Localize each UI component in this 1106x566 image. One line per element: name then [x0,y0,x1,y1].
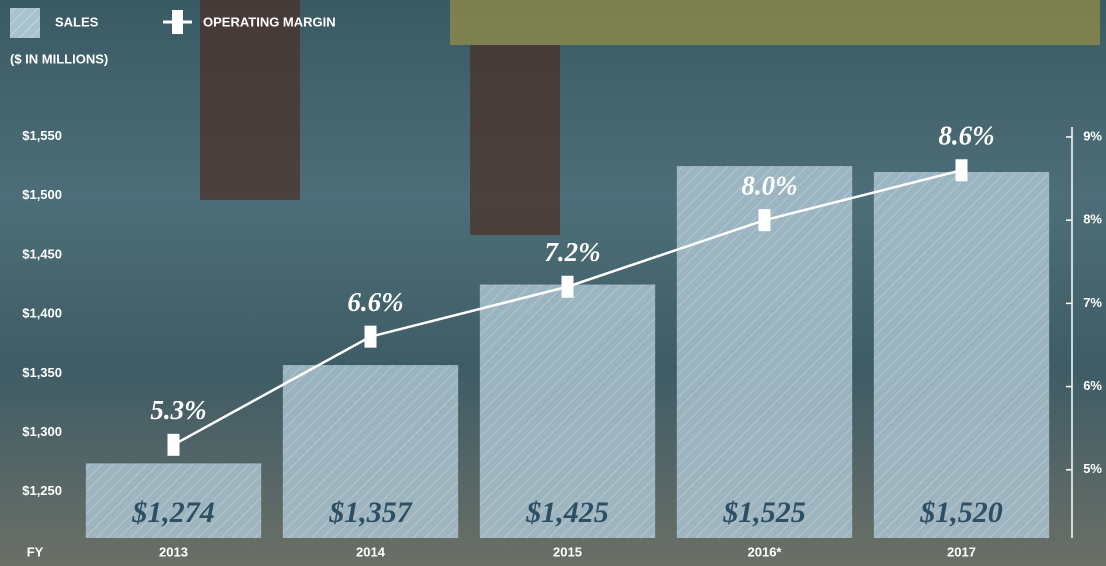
line-marker [759,209,771,231]
page: SALES OPERATING MARGIN ($ IN MILLIONS) F… [0,0,1106,566]
bar [874,172,1049,538]
background-shape [450,0,1100,45]
x-tick-label: 2014 [356,544,386,559]
line-marker [365,326,377,348]
line-value-label: 8.0% [741,170,797,200]
bar-value-label: $1,274 [131,496,215,529]
line-marker [956,159,968,181]
y-tick-label: $1,350 [22,365,62,380]
line-value-label: 8.6% [938,120,994,150]
x-axis-label: FY [27,544,44,559]
y2-tick-label: 5% [1083,461,1102,476]
legend-swatch [10,8,40,38]
y2-tick-label: 9% [1083,128,1102,143]
y2-tick-label: 6% [1083,378,1102,393]
x-tick-label: 2013 [159,544,188,559]
line-value-label: 7.2% [544,237,600,267]
bar-value-label: $1,520 [919,496,1003,529]
x-tick-label: 2017 [947,544,976,559]
y-tick-label: $1,450 [22,246,62,261]
line-marker [168,434,180,456]
background-shape [200,0,300,200]
y-tick-label: $1,400 [22,306,62,321]
bar-value-label: $1,425 [525,496,609,529]
line-value-label: 6.6% [347,287,403,317]
y2-tick-label: 8% [1083,212,1102,227]
legend-label: SALES [55,14,99,29]
subtitle: ($ IN MILLIONS) [10,51,108,66]
legend-label: OPERATING MARGIN [203,14,336,29]
x-tick-label: 2015 [553,544,582,559]
y-tick-label: $1,500 [22,187,62,202]
bar-value-label: $1,525 [722,496,806,529]
background-shape [470,45,560,235]
x-tick-label: 2016* [748,544,783,559]
line-marker [562,276,574,298]
y-tick-label: $1,550 [22,128,62,143]
y-tick-label: $1,300 [22,424,62,439]
chart: SALES OPERATING MARGIN ($ IN MILLIONS) F… [0,0,1106,566]
line-value-label: 5.3% [150,395,206,425]
bar-value-label: $1,357 [328,496,413,529]
y2-tick-label: 7% [1083,295,1102,310]
y-tick-label: $1,250 [22,483,62,498]
legend-swatch [172,10,183,34]
